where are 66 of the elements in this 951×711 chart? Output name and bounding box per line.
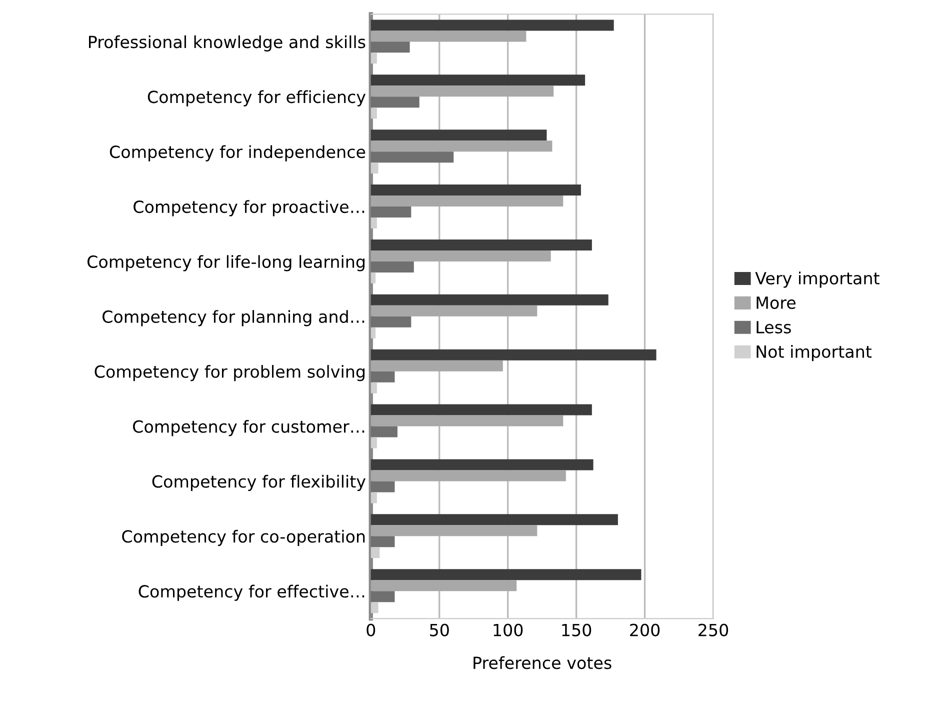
- y-tick-label: Professional knowledge and skills: [89, 35, 366, 52]
- bar: [370, 360, 503, 372]
- bar: [370, 459, 594, 470]
- bar: [370, 30, 526, 42]
- x-tick-label: 0: [366, 624, 376, 636]
- bar: [370, 20, 614, 31]
- x-tick-label: 150: [562, 624, 592, 636]
- bar: [370, 294, 608, 306]
- bar: [370, 481, 395, 492]
- bar: [370, 514, 618, 526]
- bar: [370, 206, 412, 218]
- y-tick-label: Competency for effective…: [138, 584, 364, 601]
- bar: [370, 140, 552, 152]
- bar: [370, 184, 581, 196]
- bar: [370, 569, 642, 580]
- bar: [370, 349, 656, 360]
- y-tick-label: Competency for co-operation: [122, 530, 365, 546]
- y-tick-label: Competency for customer…: [133, 420, 364, 436]
- bar: [370, 536, 395, 548]
- bar: [370, 74, 586, 86]
- bar: [370, 404, 592, 416]
- bar: [370, 86, 554, 97]
- bar: [370, 52, 377, 64]
- y-tick-label: Competency for proactive…: [134, 200, 364, 216]
- x-axis-title: Preference votes: [474, 656, 612, 670]
- bar: [370, 130, 547, 141]
- bar: [370, 239, 592, 250]
- bar: [370, 217, 377, 228]
- legend-label: Less: [756, 321, 791, 334]
- bar: [370, 96, 420, 108]
- bar: [370, 580, 517, 592]
- bar: [370, 261, 414, 272]
- x-tick-label: 100: [494, 624, 523, 636]
- bar: [370, 470, 566, 482]
- bar: [370, 547, 380, 558]
- bar: [370, 272, 376, 284]
- bar: [370, 426, 398, 438]
- bar: [370, 250, 551, 262]
- bar: [370, 437, 377, 448]
- y-tick-label: Competency for efficiency: [148, 90, 366, 106]
- y-tick-label: Competency for life-long learning: [88, 255, 365, 272]
- legend-label: Very important: [755, 272, 880, 288]
- y-tick-label: Competency for independence: [110, 145, 366, 162]
- x-tick-label: 200: [630, 624, 660, 636]
- y-tick-label: Competency for flexibility: [152, 474, 366, 492]
- bar: [370, 525, 538, 536]
- y-tick-label: Competency for planning and…: [102, 310, 364, 326]
- bar: [370, 415, 564, 426]
- x-tick-label: 50: [430, 624, 449, 636]
- bar: [370, 371, 395, 382]
- bar: [370, 42, 410, 53]
- bar: [370, 382, 377, 394]
- y-tick-label: Competency for problem solving: [94, 365, 365, 382]
- bar: [370, 327, 376, 338]
- legend-label: Not important: [756, 345, 872, 362]
- bar: [370, 305, 538, 316]
- bar: [370, 492, 377, 504]
- bar: [370, 196, 564, 207]
- bar: [370, 162, 378, 174]
- legend-label: More: [756, 296, 796, 309]
- x-tick-label: 250: [698, 624, 728, 636]
- bar: [370, 316, 412, 328]
- bar: [370, 591, 395, 602]
- bar: [370, 152, 454, 163]
- bar: [370, 602, 378, 614]
- bar: [370, 108, 377, 119]
